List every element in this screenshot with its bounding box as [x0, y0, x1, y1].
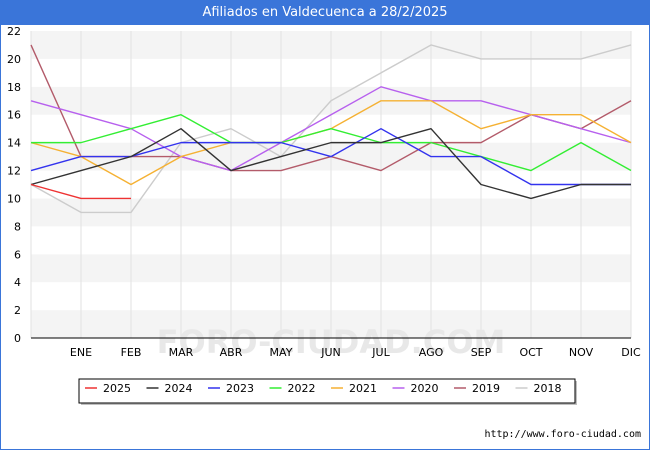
legend-label-2021: 2021 — [349, 382, 377, 395]
x-tick-label: SEP — [471, 346, 492, 359]
x-tick-label: OCT — [519, 346, 542, 359]
y-tick-label: 16 — [7, 109, 21, 122]
y-tick-labels: 0 2 4 6 8 10 12 14 16 18 20 22 — [7, 25, 21, 345]
x-tick-label: ENE — [70, 346, 92, 359]
x-tick-label: ABR — [220, 346, 243, 359]
x-tick-label: MAY — [270, 346, 293, 359]
legend-label-2024: 2024 — [165, 382, 193, 395]
legend-label-2019: 2019 — [472, 382, 500, 395]
x-tick-label: JUN — [320, 346, 341, 359]
y-tick-label: 22 — [7, 25, 21, 38]
series-line-2022 — [31, 114, 632, 172]
y-tick-label: 4 — [14, 276, 21, 289]
y-tick-label: 14 — [7, 137, 21, 150]
x-tick-label: DIC — [621, 346, 641, 359]
legend-label-2022: 2022 — [288, 382, 316, 395]
y-tick-label: 2 — [14, 304, 21, 317]
series-line-2025 — [30, 183, 131, 200]
x-tick-label: MAR — [169, 346, 194, 359]
legend: 2025 2024 2023 2022 2021 2020 2019 2018 — [85, 382, 562, 395]
series-line-2018 — [30, 44, 632, 214]
x-tick-label: AGO — [419, 346, 444, 359]
series-lines — [30, 44, 632, 214]
legend-label-2023: 2023 — [226, 382, 254, 395]
x-tick-labels: ENE FEB MAR ABR MAY JUN JUL AGO SEP OCT NOV DIC — [70, 346, 641, 359]
legend-label-2020: 2020 — [411, 382, 439, 395]
y-tick-label: 8 — [14, 220, 21, 233]
y-tick-label: 12 — [7, 165, 21, 178]
y-tick-label: 0 — [14, 332, 21, 345]
y-tick-label: 18 — [7, 81, 21, 94]
legend-box — [78, 378, 576, 404]
x-tick-label: FEB — [121, 346, 142, 359]
source-url: http://www.foro-ciudad.com — [484, 429, 641, 440]
y-tick-label: 10 — [7, 192, 21, 205]
y-tick-label: 20 — [7, 53, 21, 66]
y-tick-label: 6 — [14, 248, 21, 261]
x-tick-label: JUL — [371, 346, 390, 359]
watermark: FORO-CIUDAD.COM — [157, 323, 506, 361]
legend-label-2025: 2025 — [103, 382, 131, 395]
series-line-2024 — [30, 127, 631, 200]
legend-label-2018: 2018 — [534, 382, 562, 395]
x-tick-label: NOV — [569, 346, 594, 359]
chart-title: Afiliados en Valdecuenca a 28/2/2025 — [1, 1, 649, 25]
